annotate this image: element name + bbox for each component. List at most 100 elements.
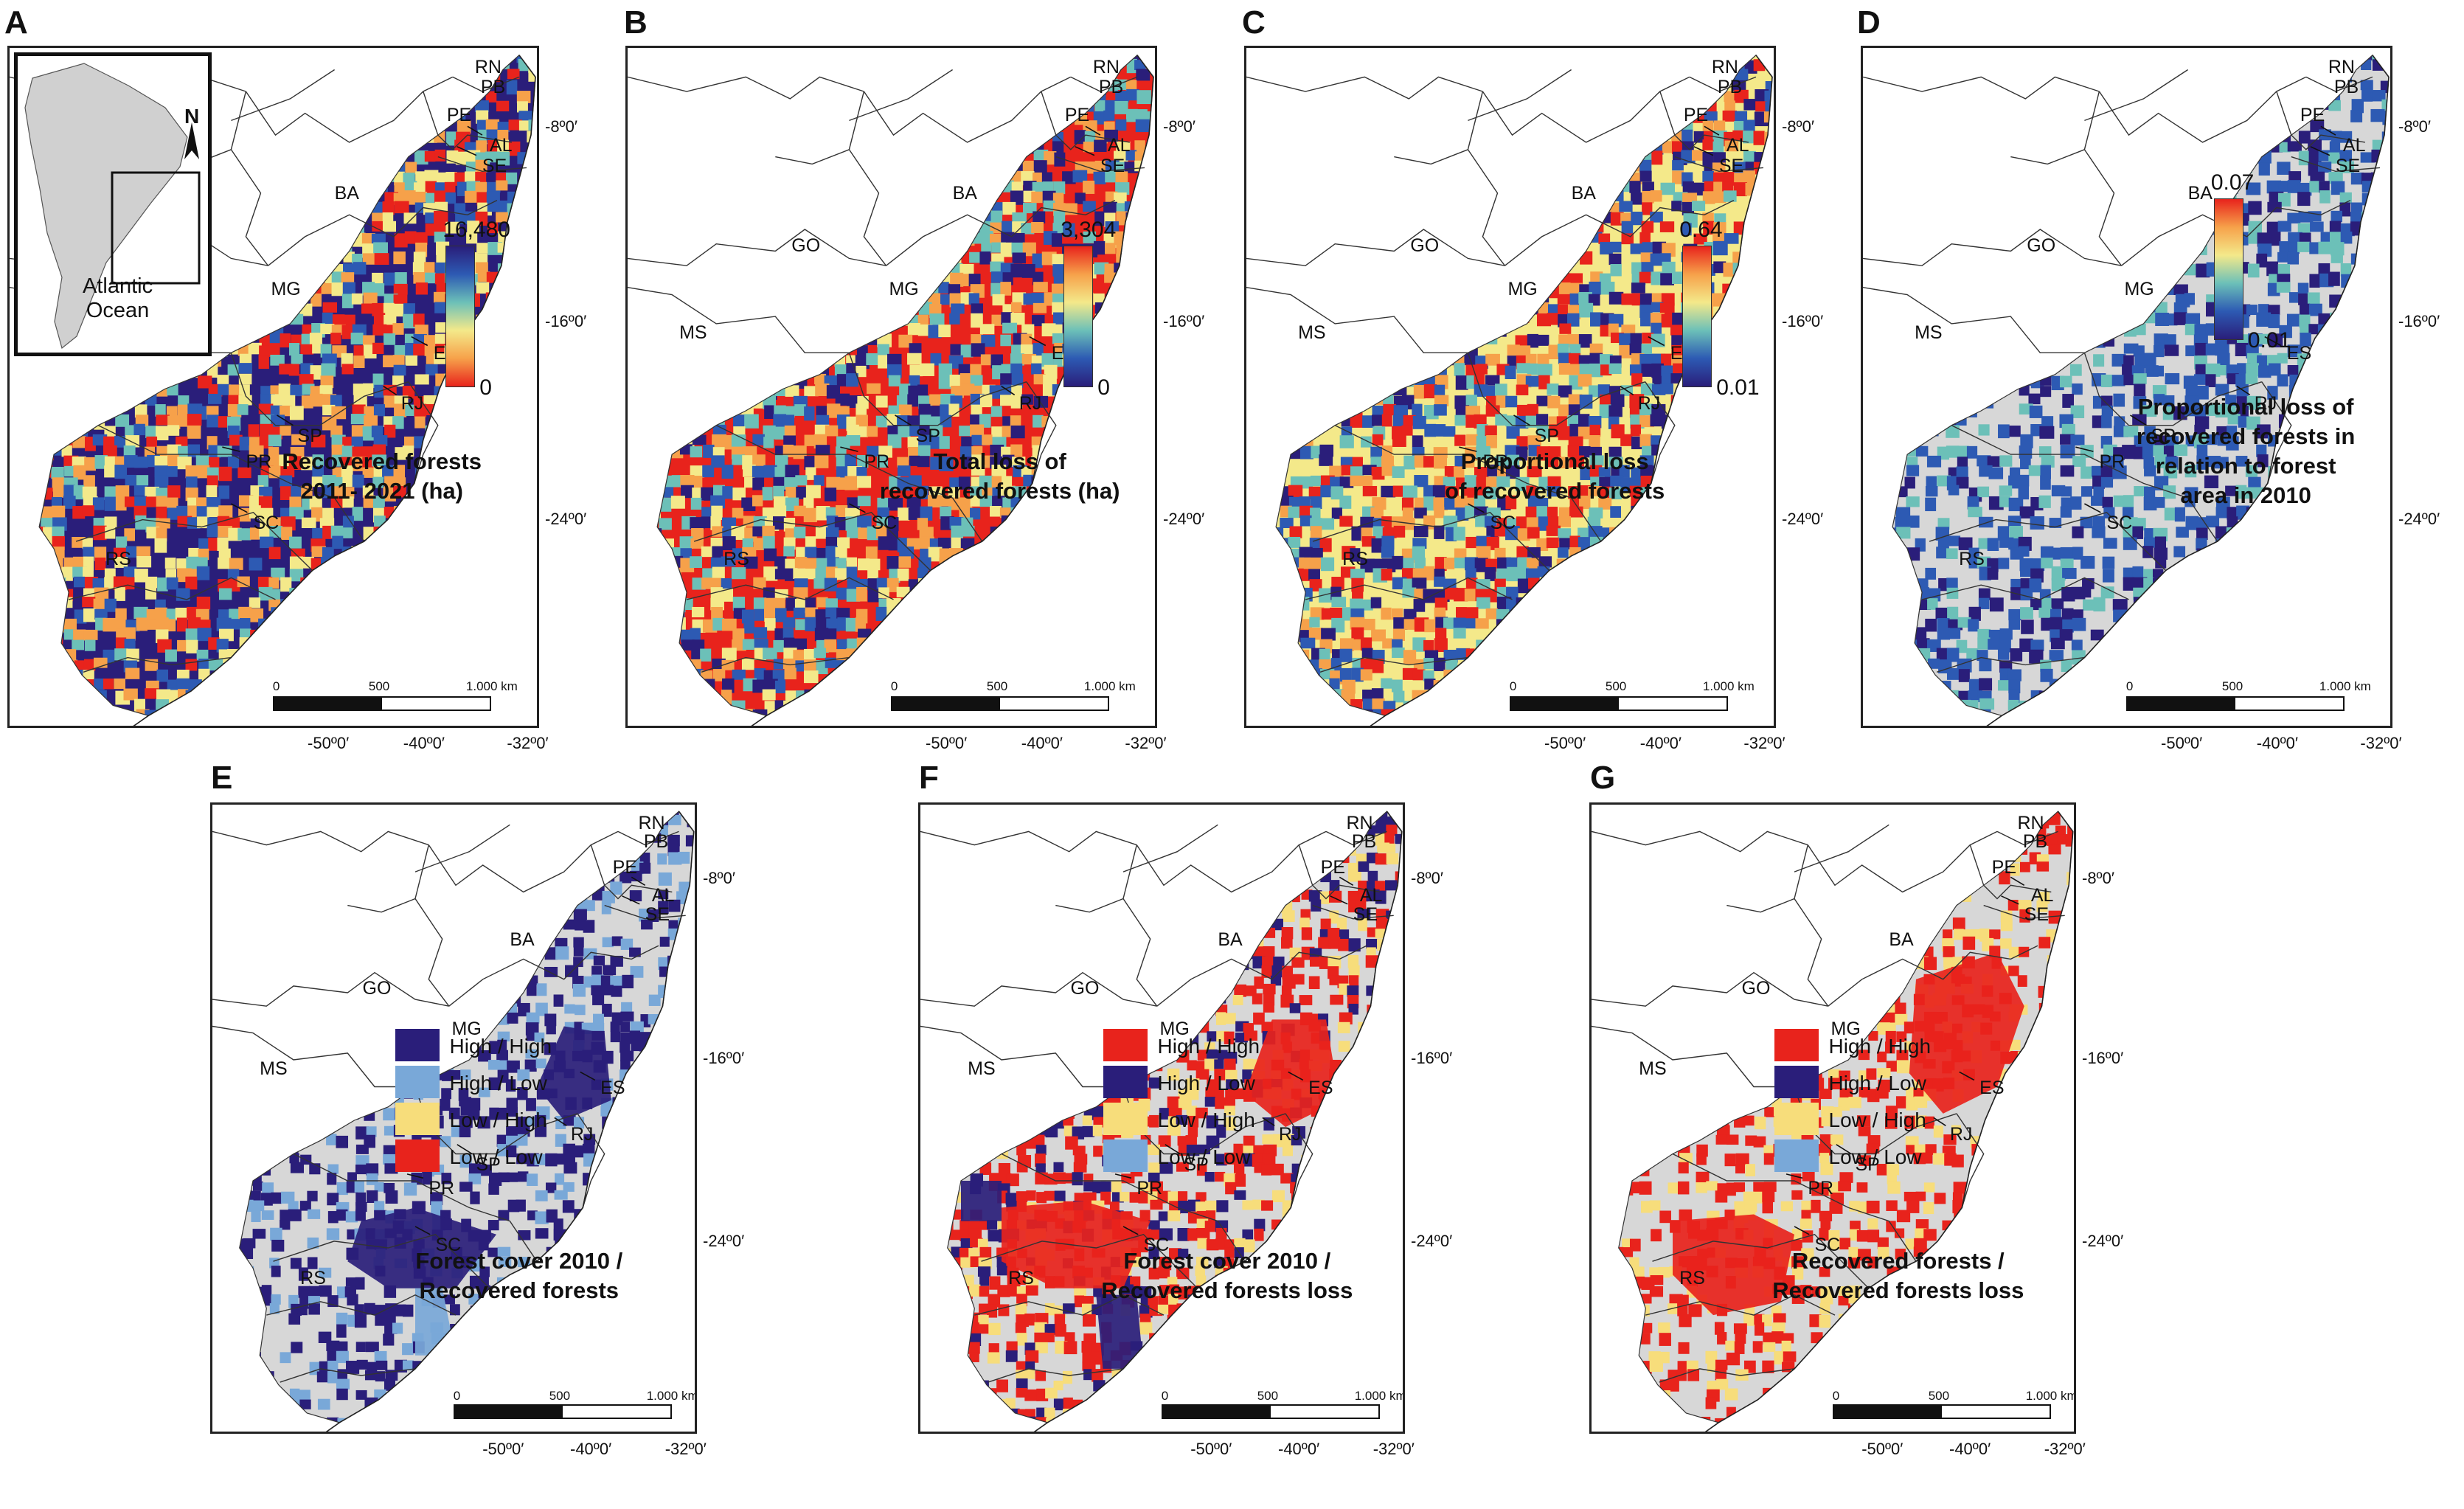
state-label-pe: PE (612, 857, 638, 878)
colorbar-max-label: 0.07 (2210, 170, 2255, 195)
state-border (1807, 830, 1998, 893)
label-leader (2310, 146, 2331, 156)
label-leader (1262, 1117, 1275, 1126)
state-border (1645, 1294, 1836, 1316)
colorbar-min-label: 0.01 (2247, 327, 2291, 353)
north-arrow-icon (184, 122, 199, 159)
south-america-inset: N Atlantic Ocean (14, 52, 212, 356)
longitude-label: -32º0′ (507, 734, 549, 752)
latitude-label: -24º0′ (1411, 1232, 1453, 1251)
label-leader (231, 503, 248, 513)
state-label-pe: PE (1320, 857, 1346, 878)
latitude-label: -8º0′ (703, 868, 735, 887)
coastline (751, 55, 1154, 726)
state-label-sp: SP (297, 425, 322, 446)
legend-swatch (1774, 1028, 1819, 1061)
state-border (981, 1234, 1198, 1289)
panel-letter: B (624, 4, 648, 41)
colorbar (445, 246, 476, 388)
state-border (266, 1294, 457, 1316)
state-label-rs: RS (1342, 548, 1368, 569)
label-leader (2010, 876, 2025, 886)
state-label-rn: RN (2017, 812, 2044, 833)
state-label-mg: MG (1830, 1018, 1861, 1039)
state-border (75, 512, 313, 571)
legend-label: High / High (1828, 1034, 1932, 1058)
coastline (133, 55, 536, 726)
state-border (1996, 830, 2058, 846)
state-label-rn: RN (1711, 56, 1738, 77)
colorbar (1063, 246, 1094, 388)
map-title-line: Recovered forests loss (1772, 1277, 2024, 1304)
map-title-line: Forest cover 2010 / (1123, 1248, 1331, 1274)
label-leader (1029, 336, 1047, 347)
state-label-ba: BA (1218, 929, 1243, 951)
scale-start-label: 0 (1161, 1388, 1169, 1403)
label-leader (1836, 1144, 1852, 1155)
label-leader (2075, 446, 2094, 452)
legend-swatch (395, 1139, 440, 1172)
state-label-mg: MG (1159, 1018, 1190, 1039)
map-title-line: Recovered forests loss (1101, 1277, 1353, 1304)
map-frame: RN PB PE AL SE BA GO MG MS ES RJ SP PR SC RS Forest cov… (918, 802, 1405, 1434)
label-leader (277, 414, 294, 426)
scale-bar (2125, 695, 2345, 711)
label-leader (1288, 1071, 1304, 1081)
scale-mid-label: 500 (368, 679, 390, 693)
map-title-line: Total loss of (933, 448, 1066, 475)
label-leader (849, 503, 866, 513)
map-title-line: Proportional loss (1460, 448, 1649, 475)
state-border (1467, 91, 1506, 266)
legend-label: High / Low (1157, 1071, 1255, 1095)
scale-end-label: 1.000 km (1354, 1388, 1405, 1403)
state-border (1863, 287, 2085, 353)
latitude-label: -8º0′ (1411, 868, 1443, 887)
state-border (2276, 91, 2366, 150)
state-label-rs: RS (1679, 1268, 1705, 1289)
label-leader (554, 1117, 567, 1126)
label-leader (1165, 1144, 1181, 1155)
state-label-rs: RS (105, 548, 131, 569)
state-border (1246, 229, 1505, 266)
map-title: Total loss of recovered forests (ha) (853, 447, 1148, 506)
colorbar-min-label: 0 (479, 375, 492, 400)
state-border (701, 656, 850, 673)
state-border (590, 844, 673, 900)
colorbar-max-label: 16,480 (443, 218, 510, 243)
state-label-pr: PR (864, 451, 890, 473)
coastline (1370, 55, 1773, 726)
label-leader (1114, 1173, 1132, 1179)
coastline (1986, 55, 2390, 726)
state-border (2098, 76, 2307, 143)
colorbar (2213, 198, 2243, 340)
inset-extent-box (111, 171, 201, 285)
state-border (212, 971, 449, 1007)
scale-mid-label: 500 (2221, 679, 2243, 693)
state-border (1794, 844, 1829, 1007)
state-border (1956, 1113, 1985, 1208)
map-title: Forest cover 2010 / Recovered forests (372, 1246, 667, 1305)
state-border (1863, 229, 2122, 266)
state-border (1592, 1025, 1794, 1088)
state-border (604, 904, 686, 920)
latitude-label: -8º0′ (1163, 117, 1195, 136)
state-border (347, 898, 416, 913)
state-label-sc: SC (1490, 512, 1516, 533)
state-border (628, 76, 864, 100)
state-label-sp: SP (1184, 1154, 1209, 1175)
map-svg (1863, 54, 2390, 726)
map-title: Forest cover 2010 / Recovered forests los… (1080, 1246, 1375, 1305)
longitude-label: -50º0′ (308, 734, 350, 752)
latitude-label: -24º0′ (2398, 510, 2440, 528)
state-label-pb: PB (643, 831, 669, 853)
panel-letter: A (4, 4, 28, 41)
state-border (1592, 971, 1828, 1007)
state-border (1863, 76, 2100, 100)
state-border (628, 287, 850, 353)
state-label-pe: PE (1683, 104, 1709, 125)
label-leader (1959, 1071, 1975, 1081)
map-title: Proportional loss of recovered forests (1407, 447, 1702, 506)
panel-letter: G (1590, 760, 1616, 796)
state-border (1325, 830, 1387, 846)
state-label-pb: PB (480, 77, 506, 98)
